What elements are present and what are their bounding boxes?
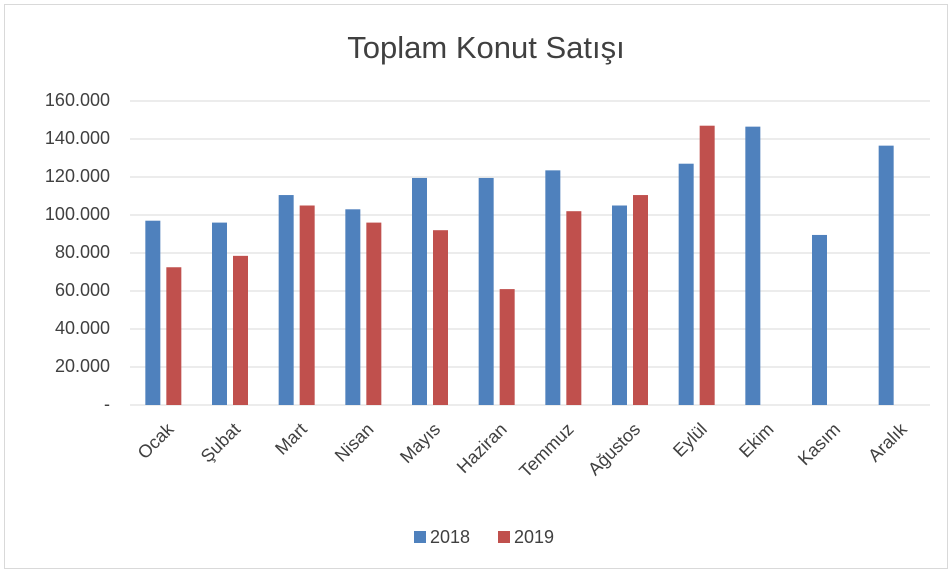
legend-swatch xyxy=(414,531,426,543)
chart-frame xyxy=(4,4,948,569)
bar xyxy=(545,170,561,405)
bar xyxy=(699,125,715,405)
bar xyxy=(678,163,694,405)
bar xyxy=(566,211,582,405)
bar xyxy=(278,195,294,405)
bar xyxy=(412,177,427,405)
legend-label: 2019 xyxy=(514,527,554,547)
legend-swatch xyxy=(498,531,510,543)
bar xyxy=(478,177,494,405)
y-tick-label: 160.000 xyxy=(45,90,110,110)
bar xyxy=(499,289,515,405)
chart-title: Toplam Konut Satışı xyxy=(347,30,624,65)
y-tick-label: 120.000 xyxy=(45,166,110,186)
bar xyxy=(745,126,761,406)
y-tick-label: - xyxy=(104,394,110,414)
bar xyxy=(345,209,361,405)
legend-label: 2018 xyxy=(430,527,470,547)
y-tick-label: 80.000 xyxy=(55,242,110,262)
bar xyxy=(212,222,227,405)
y-tick-label: 60.000 xyxy=(55,280,110,300)
bar xyxy=(812,234,827,405)
bar xyxy=(878,145,894,405)
bar xyxy=(633,195,648,405)
y-tick-label: 20.000 xyxy=(55,356,110,376)
bar xyxy=(166,267,182,405)
bar xyxy=(433,230,448,405)
y-tick-label: 140.000 xyxy=(45,128,110,148)
bar xyxy=(366,222,382,405)
bar xyxy=(233,255,248,405)
bar xyxy=(145,220,161,405)
y-tick-label: 100.000 xyxy=(45,204,110,224)
bar xyxy=(612,205,627,405)
bar xyxy=(299,205,315,405)
y-tick-label: 40.000 xyxy=(55,318,110,338)
